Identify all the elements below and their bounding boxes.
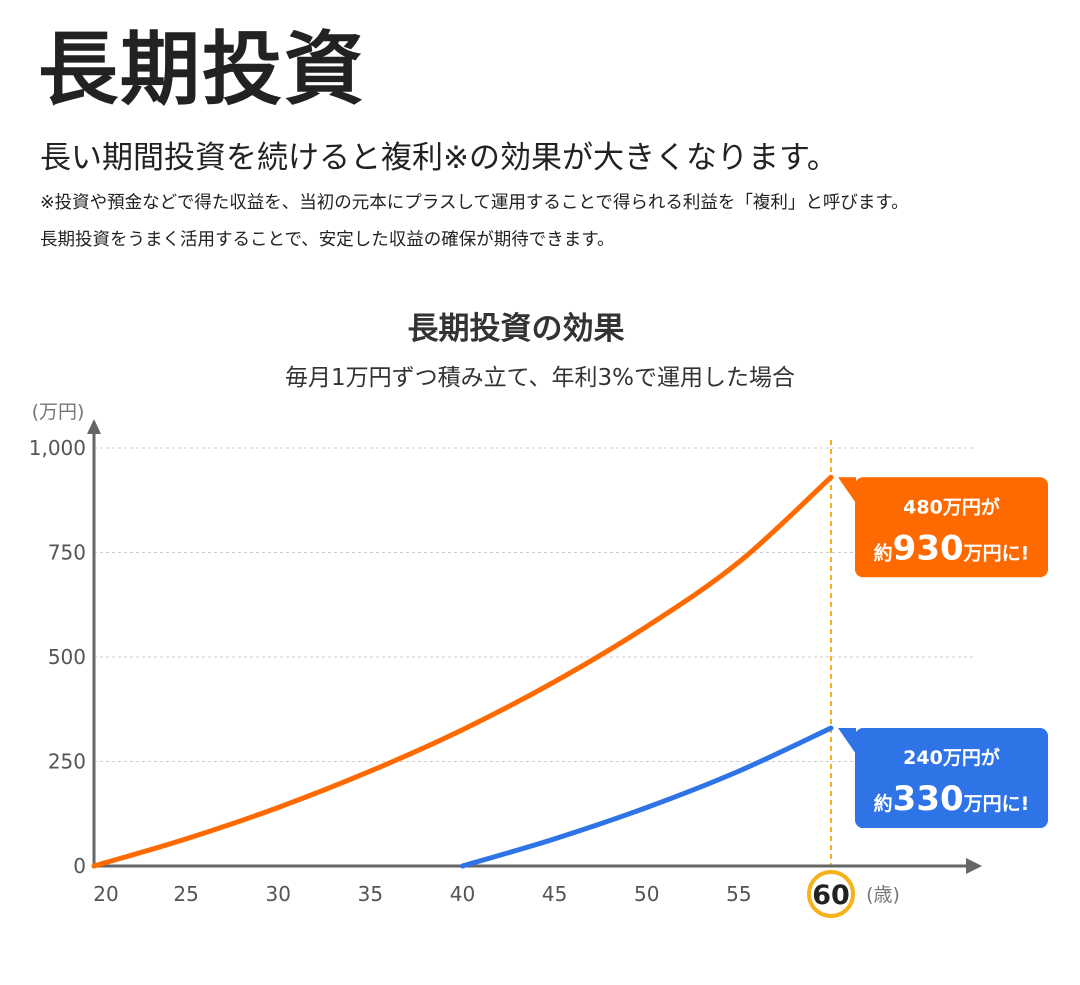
- callout-pointer: [838, 477, 856, 504]
- y-tick-label: 500: [48, 645, 86, 669]
- callout-pointer: [838, 728, 856, 755]
- y-tick-label: 0: [73, 854, 86, 878]
- y-tick-label: 1,000: [29, 436, 86, 460]
- long-term-investment-chart: 長期投資の効果 毎月1万円ずつ積み立て、年利3%で運用した場合 (万円) 0 25…: [29, 311, 1048, 918]
- x-tick-label-highlight: 60: [812, 880, 850, 911]
- grid-lines: [94, 440, 975, 866]
- x-tick-label: 55: [726, 882, 751, 906]
- callout-line1: 240万円が: [903, 746, 1000, 769]
- x-tick-label: 45: [542, 882, 567, 906]
- chart-subtitle: 毎月1万円ずつ積み立て、年利3%で運用した場合: [285, 365, 795, 391]
- y-tick-label: 250: [48, 750, 86, 774]
- footnote-summary: 長期投資をうまく活用することで、安定した収益の確保が期待できます。: [40, 230, 615, 250]
- x-tick-label: 40: [450, 882, 475, 906]
- callout-background: [855, 728, 1048, 829]
- callout-background: [855, 477, 1048, 578]
- page-title: 長期投資: [38, 23, 366, 116]
- callout-prefix: 約: [874, 541, 893, 564]
- chart-title: 長期投資の効果: [408, 311, 625, 347]
- callout-suffix: 万円に!: [963, 542, 1030, 564]
- x-tick-label: 35: [358, 882, 383, 906]
- callout-suffix: 万円に!: [963, 793, 1030, 815]
- callout-line2: 約930万円に!: [874, 528, 1030, 568]
- callout-prefix: 約: [874, 792, 893, 815]
- y-tick-label: 750: [48, 541, 86, 565]
- y-axis-unit: (万円): [32, 401, 85, 423]
- data-series: [91, 474, 834, 869]
- callout-line1: 480万円が: [903, 495, 1000, 518]
- footnote-definition: ※投資や預金などで得た収益を、当初の元本にプラスして運用することで得られる利益を…: [40, 193, 909, 213]
- highlight-circle: [807, 870, 855, 918]
- axes: 0 250 500 750 1,000 20 25 30 35 40 45 50 55 60: [29, 419, 982, 918]
- x-tick-label: 25: [173, 882, 198, 906]
- callout-value: 330: [893, 779, 964, 819]
- callout-line2: 約330万円に!: [874, 779, 1030, 819]
- series-line: [460, 725, 834, 869]
- x-tick-label: 20: [93, 882, 118, 906]
- x-tick-label: 50: [634, 882, 659, 906]
- x-axis-unit: (歳): [866, 884, 900, 906]
- series-line: [91, 474, 834, 869]
- page-subtitle: 長い期間投資を続けると複利※の効果が大きくなります。: [40, 140, 838, 176]
- y-axis-arrow: [87, 419, 101, 434]
- x-tick-label: 30: [266, 882, 291, 906]
- callout-value: 930: [893, 528, 964, 568]
- x-axis-arrow: [966, 858, 982, 874]
